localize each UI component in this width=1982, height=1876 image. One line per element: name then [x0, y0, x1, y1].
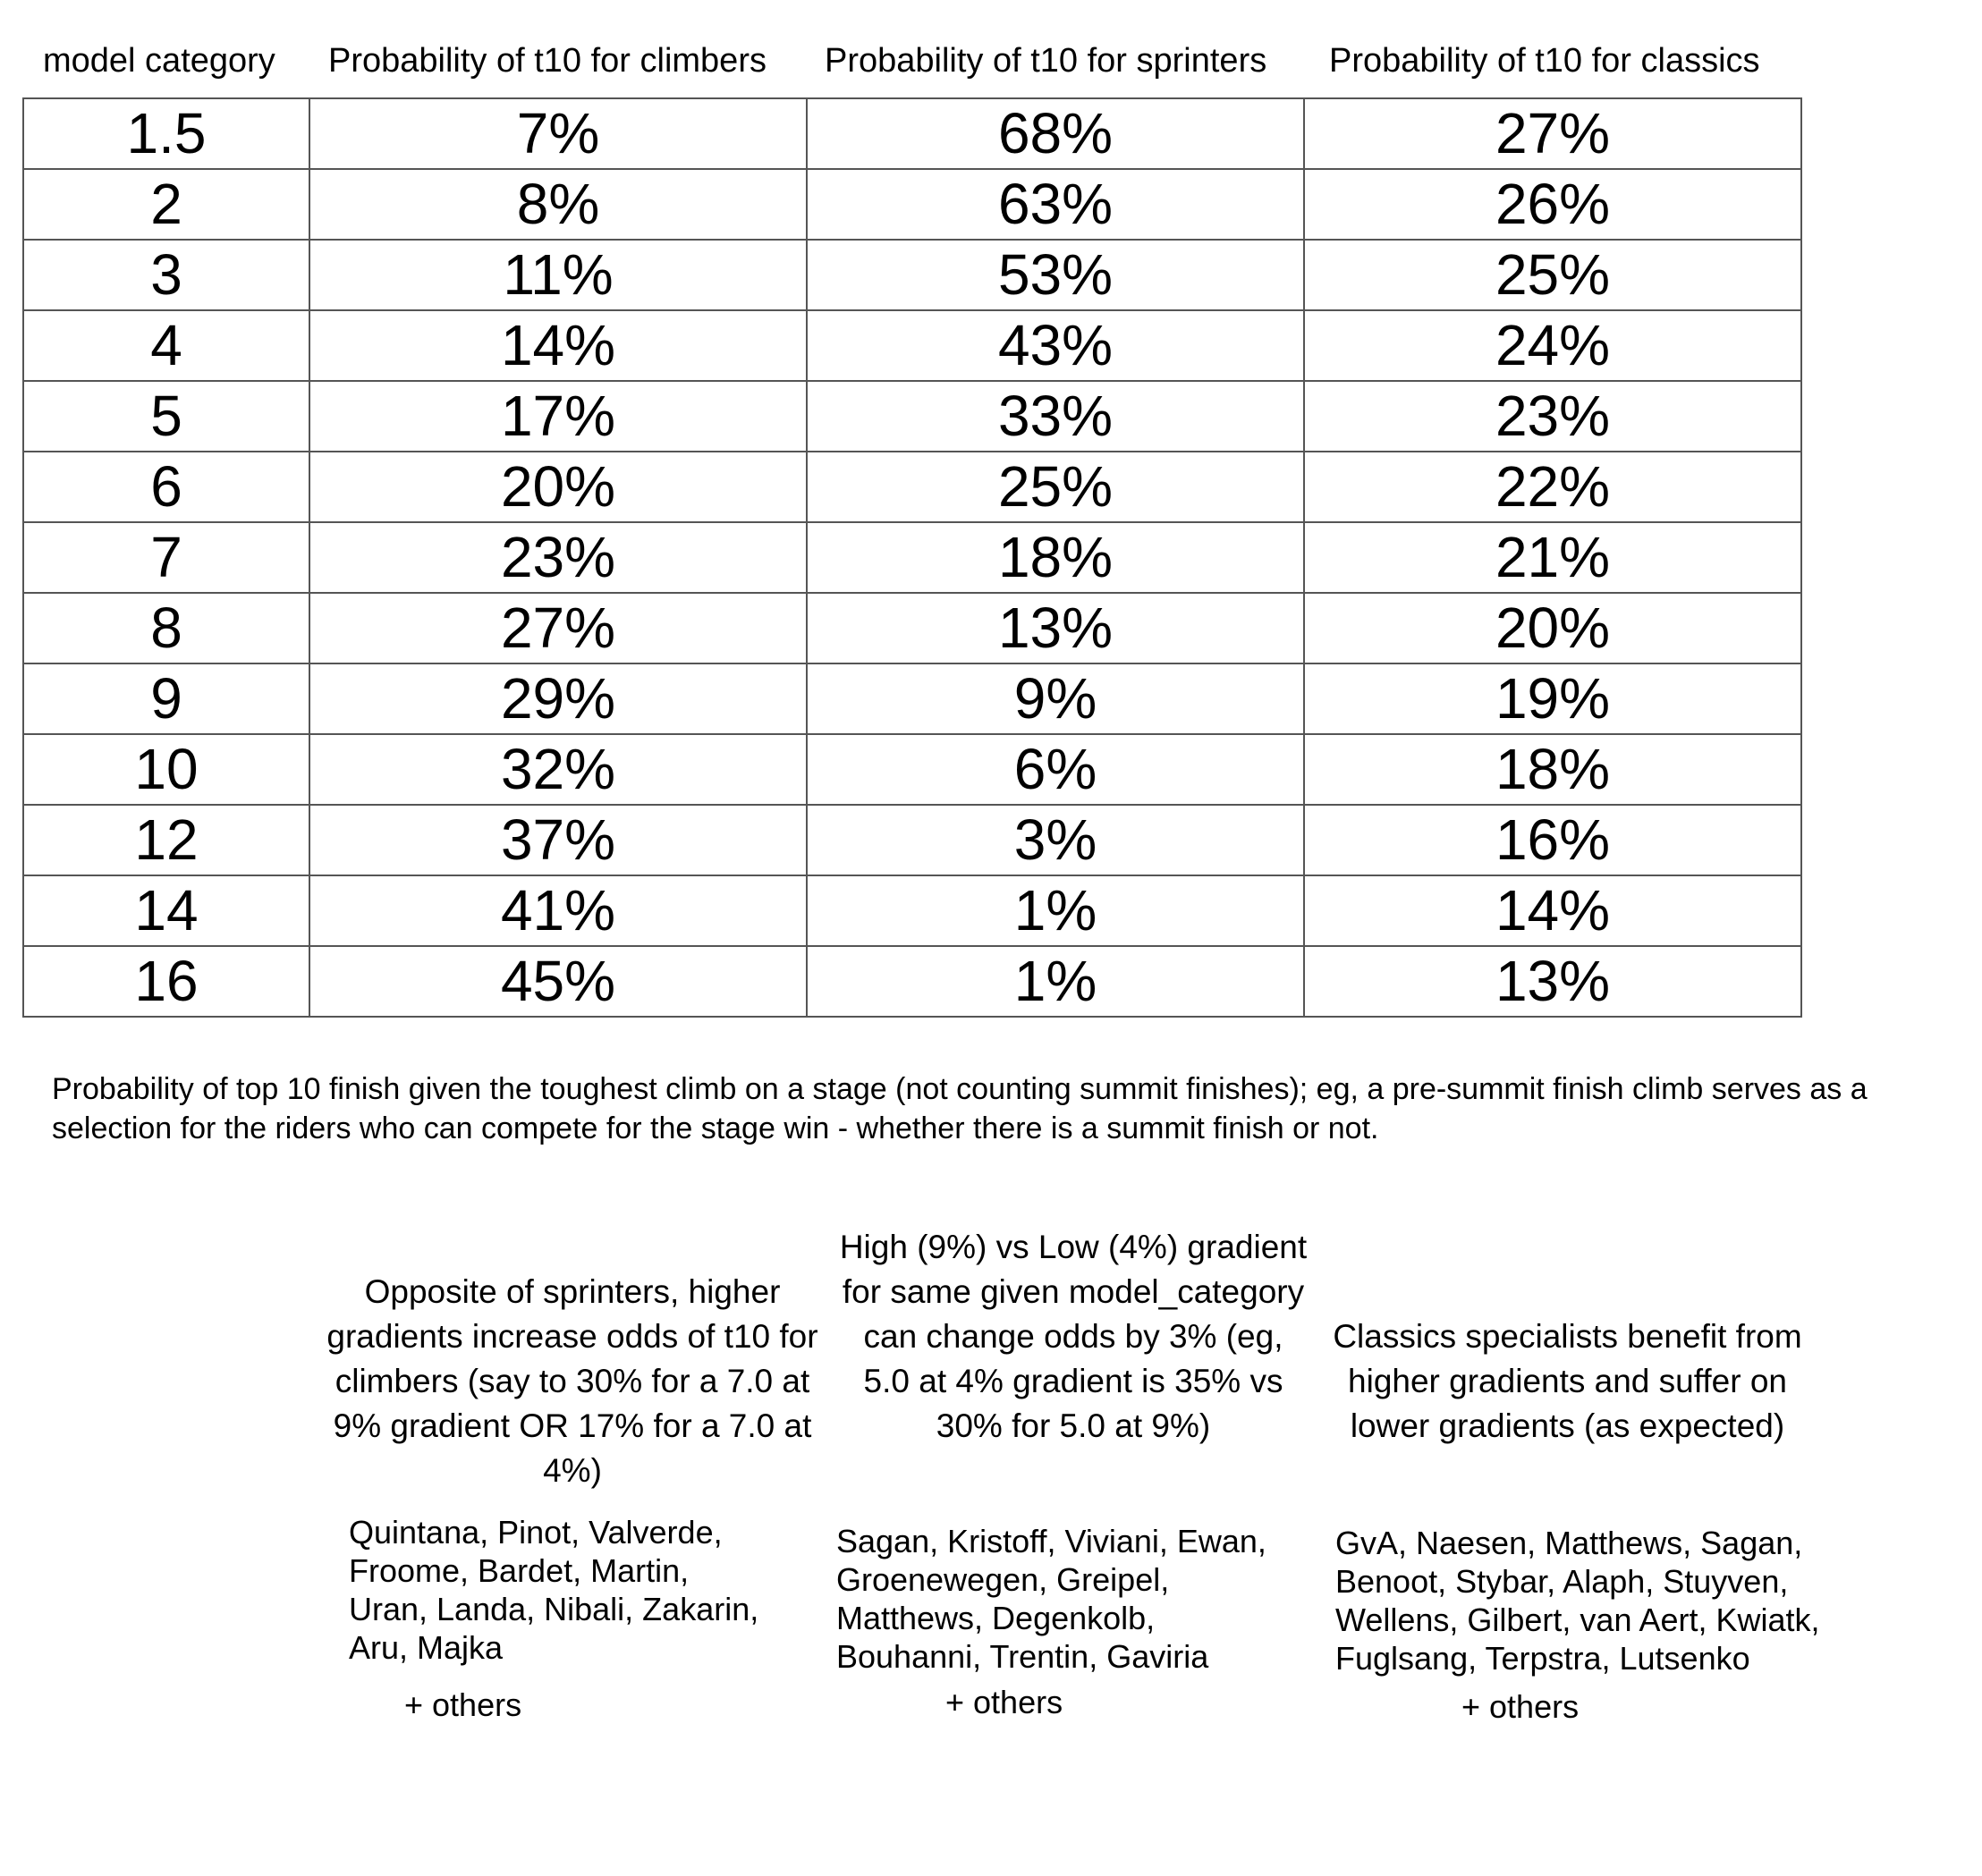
sprinters-cell: 1%: [806, 945, 1305, 1018]
classics-riders: GvA, Naesen, Matthews, Sagan, Benoot, St…: [1335, 1525, 1820, 1677]
climbers-cell: 8%: [309, 168, 808, 241]
table-row: 14 41% 1% 14%: [22, 875, 1802, 947]
climbers-riders: Quintana, Pinot, Valverde, Froome, Barde…: [349, 1514, 759, 1666]
sprinters-cell: 1%: [806, 875, 1305, 947]
table-row: 7 23% 18% 21%: [22, 521, 1802, 594]
model-category-cell: 5: [22, 380, 310, 452]
sprinters-riders: Sagan, Kristoff, Viviani, Ewan, Groenewe…: [836, 1523, 1266, 1675]
model-category-cell: 3: [22, 239, 310, 311]
climbers-cell: 20%: [309, 451, 808, 523]
classics-cell: 27%: [1303, 97, 1802, 170]
table-row: 12 37% 3% 16%: [22, 804, 1802, 876]
model-category-cell: 16: [22, 945, 310, 1018]
model-category-cell: 10: [22, 733, 310, 806]
model-category-cell: 14: [22, 875, 310, 947]
model-category-cell: 7: [22, 521, 310, 594]
sprinters-cell: 13%: [806, 592, 1305, 664]
classics-cell: 26%: [1303, 168, 1802, 241]
classics-note: Classics specialists benefit from higher…: [1333, 1318, 1802, 1444]
classics-cell: 18%: [1303, 733, 1802, 806]
climbers-cell: 17%: [309, 380, 808, 452]
model-category-cell: 4: [22, 309, 310, 382]
probability-table: 1.5 7% 68% 27% 2 8% 63% 26% 3 11% 53% 25% 4 14% 43% 24%…: [22, 97, 1802, 1018]
model-category-cell: 2: [22, 168, 310, 241]
climbers-cell: 37%: [309, 804, 808, 876]
climbers-cell: 29%: [309, 663, 808, 735]
model-category-cell: 1.5: [22, 97, 310, 170]
header-climbers: Probability of t10 for climbers: [328, 42, 767, 80]
sprinters-cell: 3%: [806, 804, 1305, 876]
sprinters-cell: 63%: [806, 168, 1305, 241]
classics-others-label: + others: [1461, 1688, 1580, 1725]
sprinters-cell: 43%: [806, 309, 1305, 382]
header-model-category: model category: [43, 42, 275, 80]
table-row: 16 45% 1% 13%: [22, 945, 1802, 1018]
classics-cell: 25%: [1303, 239, 1802, 311]
climbers-cell: 7%: [309, 97, 808, 170]
header-classics: Probability of t10 for classics: [1329, 42, 1760, 80]
sprinters-cell: 6%: [806, 733, 1305, 806]
classics-cell: 14%: [1303, 875, 1802, 947]
sprinters-cell: 33%: [806, 380, 1305, 452]
table-row: 2 8% 63% 26%: [22, 168, 1802, 241]
climbers-cell: 23%: [309, 521, 808, 594]
table-caption: Probability of top 10 finish given the t…: [52, 1072, 1868, 1145]
climbers-cell: 41%: [309, 875, 808, 947]
table-row: 5 17% 33% 23%: [22, 380, 1802, 452]
table-body: 1.5 7% 68% 27% 2 8% 63% 26% 3 11% 53% 25% 4 14% 43% 24%…: [22, 97, 1802, 1018]
climbers-cell: 11%: [309, 239, 808, 311]
table-row: 10 32% 6% 18%: [22, 733, 1802, 806]
classics-cell: 19%: [1303, 663, 1802, 735]
climbers-cell: 27%: [309, 592, 808, 664]
climbers-note: Opposite of sprinters, higher gradients …: [326, 1273, 818, 1489]
table-row: 3 11% 53% 25%: [22, 239, 1802, 311]
sprinters-cell: 9%: [806, 663, 1305, 735]
classics-cell: 20%: [1303, 592, 1802, 664]
sprinters-cell: 18%: [806, 521, 1305, 594]
climbers-cell: 32%: [309, 733, 808, 806]
climbers-cell: 45%: [309, 945, 808, 1018]
table-row: 8 27% 13% 20%: [22, 592, 1802, 664]
classics-cell: 24%: [1303, 309, 1802, 382]
table-row: 6 20% 25% 22%: [22, 451, 1802, 523]
classics-cell: 22%: [1303, 451, 1802, 523]
climbers-others-label: + others: [404, 1686, 522, 1723]
model-category-cell: 8: [22, 592, 310, 664]
model-category-cell: 6: [22, 451, 310, 523]
model-category-cell: 12: [22, 804, 310, 876]
table-row: 4 14% 43% 24%: [22, 309, 1802, 382]
model-category-cell: 9: [22, 663, 310, 735]
sprinters-others-label: + others: [945, 1684, 1063, 1720]
sprinters-cell: 68%: [806, 97, 1305, 170]
classics-cell: 23%: [1303, 380, 1802, 452]
classics-cell: 21%: [1303, 521, 1802, 594]
classics-cell: 16%: [1303, 804, 1802, 876]
header-sprinters: Probability of t10 for sprinters: [825, 42, 1267, 80]
table-row: 9 29% 9% 19%: [22, 663, 1802, 735]
sprinters-cell: 25%: [806, 451, 1305, 523]
climbers-cell: 14%: [309, 309, 808, 382]
table-row: 1.5 7% 68% 27%: [22, 97, 1802, 170]
sprinters-cell: 53%: [806, 239, 1305, 311]
sprinters-note: High (9%) vs Low (4%) gradient for same …: [839, 1229, 1308, 1444]
classics-cell: 13%: [1303, 945, 1802, 1018]
